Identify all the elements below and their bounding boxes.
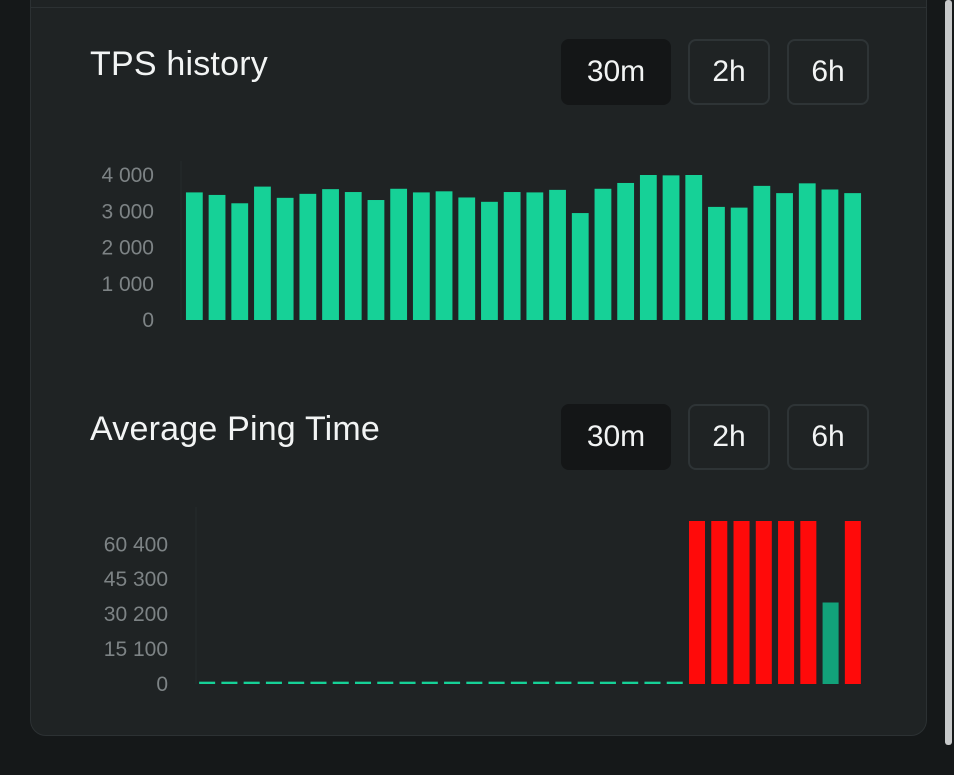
chart-bar[interactable]	[778, 521, 795, 684]
chart-bar[interactable]	[822, 602, 839, 685]
chart-bar[interactable]	[310, 681, 327, 684]
stats-card: TPS history 30m 2h 6h Average Ping Time …	[30, 0, 927, 736]
ping-range-selector: 30m 2h 6h	[561, 404, 869, 470]
chart-bar[interactable]	[354, 681, 372, 684]
ping-range-30m-button[interactable]: 30m	[561, 404, 671, 470]
y-tick-label: 1 000	[101, 273, 154, 296]
chart-bar[interactable]	[332, 681, 349, 684]
chart-bar[interactable]	[367, 200, 385, 320]
card-divider	[31, 7, 926, 8]
chart-bar[interactable]	[776, 193, 793, 320]
chart-bar[interactable]	[435, 191, 453, 320]
tps-range-2h-button[interactable]: 2h	[688, 39, 770, 105]
chart-bar[interactable]	[221, 681, 238, 684]
chart-bar[interactable]	[488, 681, 505, 684]
chart-bar[interactable]	[254, 186, 271, 320]
chart-bar[interactable]	[711, 521, 728, 684]
chart-bar[interactable]	[733, 521, 750, 684]
chart-bar[interactable]	[412, 192, 430, 320]
vertical-scrollbar[interactable]	[945, 0, 952, 745]
chart-bar[interactable]	[344, 192, 362, 320]
chart-bar[interactable]	[503, 192, 521, 320]
y-tick-label: 3 000	[101, 200, 154, 223]
chart-bar[interactable]	[276, 197, 294, 320]
chart-bar[interactable]	[243, 681, 260, 684]
chart-bar[interactable]	[821, 189, 839, 321]
chart-bar[interactable]	[444, 681, 461, 684]
chart-bar[interactable]	[617, 182, 635, 320]
chart-bar[interactable]	[549, 189, 566, 320]
tps-range-6h-button[interactable]: 6h	[787, 39, 869, 105]
y-tick-label: 2 000	[101, 237, 154, 260]
chart-bar[interactable]	[481, 201, 498, 320]
chart-bar[interactable]	[265, 681, 282, 684]
chart-bar[interactable]	[299, 193, 317, 320]
chart-bar[interactable]	[185, 192, 203, 320]
chart-bar[interactable]	[421, 681, 438, 684]
chart-bar[interactable]	[755, 521, 772, 684]
y-tick-label: 45 300	[104, 568, 168, 591]
chart-bar[interactable]	[377, 681, 394, 684]
chart-bar[interactable]	[458, 197, 476, 320]
y-tick-label: 0	[156, 673, 168, 696]
chart-bar[interactable]	[288, 681, 305, 684]
chart-bar[interactable]	[844, 521, 861, 684]
chart-bar[interactable]	[571, 213, 589, 320]
y-tick-label: 4 000	[101, 164, 154, 187]
y-tick-label: 60 400	[104, 533, 168, 556]
chart-bar[interactable]	[510, 681, 527, 684]
chart-bar[interactable]	[322, 189, 339, 320]
chart-bar[interactable]	[199, 681, 216, 684]
chart-bar[interactable]	[685, 175, 703, 320]
y-tick-label: 30 200	[104, 603, 168, 626]
ping-time-title: Average Ping Time	[90, 410, 381, 448]
chart-bar[interactable]	[599, 681, 616, 684]
chart-bar[interactable]	[753, 185, 771, 320]
chart-bar[interactable]	[231, 203, 249, 320]
tps-history-title: TPS history	[90, 45, 268, 83]
chart-bar[interactable]	[639, 175, 657, 320]
chart-bar[interactable]	[208, 194, 226, 320]
chart-bar[interactable]	[688, 521, 706, 684]
chart-bar[interactable]	[466, 681, 483, 684]
chart-bar[interactable]	[666, 681, 683, 684]
y-tick-label: 0	[142, 309, 154, 332]
tps-range-selector: 30m 2h 6h	[561, 39, 869, 105]
chart-bar[interactable]	[844, 193, 862, 320]
chart-bar[interactable]	[644, 681, 661, 684]
chart-bar[interactable]	[577, 681, 594, 684]
ping-range-2h-button[interactable]: 2h	[688, 404, 770, 470]
chart-bar[interactable]	[555, 681, 572, 684]
chart-bar[interactable]	[594, 188, 612, 320]
chart-bar[interactable]	[798, 183, 816, 320]
chart-bar[interactable]	[800, 521, 817, 684]
y-tick-label: 15 100	[104, 638, 168, 661]
chart-bar[interactable]	[533, 681, 550, 684]
chart-bar[interactable]	[399, 681, 416, 684]
chart-bar[interactable]	[526, 192, 544, 320]
chart-bar[interactable]	[730, 207, 748, 320]
ping-range-6h-button[interactable]: 6h	[787, 404, 869, 470]
chart-bar[interactable]	[622, 681, 639, 684]
tps-range-30m-button[interactable]: 30m	[561, 39, 671, 105]
chart-bar[interactable]	[708, 206, 725, 320]
chart-bar[interactable]	[390, 188, 408, 320]
chart-bar[interactable]	[662, 175, 680, 320]
